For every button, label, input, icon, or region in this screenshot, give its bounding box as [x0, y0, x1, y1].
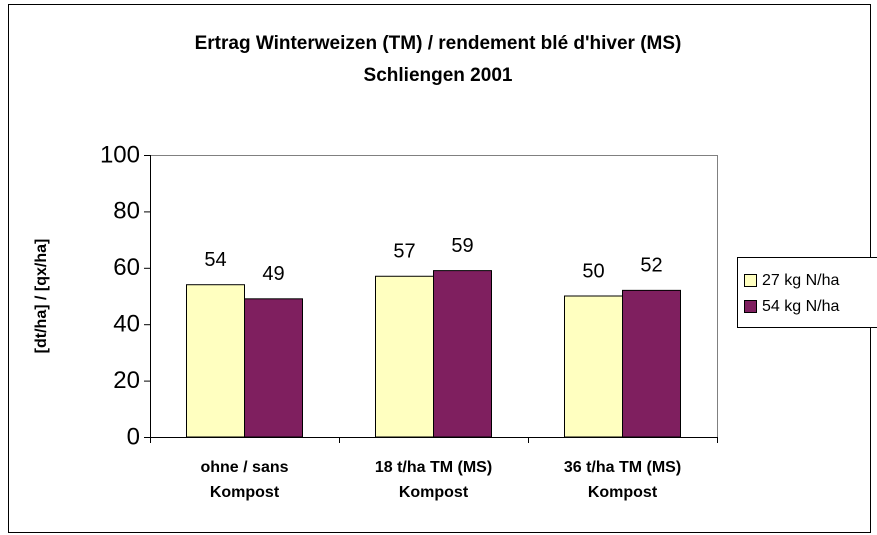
data-label: 57 — [393, 241, 415, 263]
legend-label: 54 kg N/ha — [762, 298, 839, 315]
x-tick-label: 36 t/ha TM (MS) — [564, 459, 681, 476]
bar — [186, 284, 245, 438]
y-tick-label: 80 — [113, 198, 140, 225]
x-tick-label: 18 t/ha TM (MS) — [375, 459, 492, 476]
bar — [564, 295, 623, 438]
x-tick-label: Kompost — [210, 484, 280, 501]
y-tick-label: 40 — [113, 311, 140, 338]
y-tick-label: 0 — [127, 423, 140, 450]
legend-swatch — [744, 274, 757, 287]
legend-box — [737, 257, 877, 328]
y-tick-label: 20 — [113, 367, 140, 394]
data-label: 50 — [582, 260, 604, 282]
data-label: 59 — [451, 235, 473, 257]
y-tick-label: 100 — [100, 141, 140, 168]
data-label: 54 — [204, 249, 226, 271]
bar — [375, 275, 434, 438]
y-tick-label: 60 — [113, 254, 140, 281]
legend-label: 27 kg N/ha — [762, 272, 839, 289]
bar — [622, 289, 681, 438]
x-tick-label: ohne / sans — [200, 459, 288, 476]
y-axis-label: [dt/ha] / [qx/ha] — [33, 239, 50, 354]
data-label: 49 — [262, 263, 284, 285]
data-label: 52 — [640, 255, 662, 277]
bar — [433, 270, 492, 438]
chart-frame — [8, 4, 871, 533]
bar — [244, 298, 303, 438]
x-tick-label: Kompost — [399, 484, 469, 501]
chart-title: Schliengen 2001 — [364, 65, 513, 86]
chart-title: Ertrag Winterweizen (TM) / rendement blé… — [195, 33, 682, 54]
x-tick-label: Kompost — [588, 484, 658, 501]
legend-swatch — [744, 300, 757, 313]
